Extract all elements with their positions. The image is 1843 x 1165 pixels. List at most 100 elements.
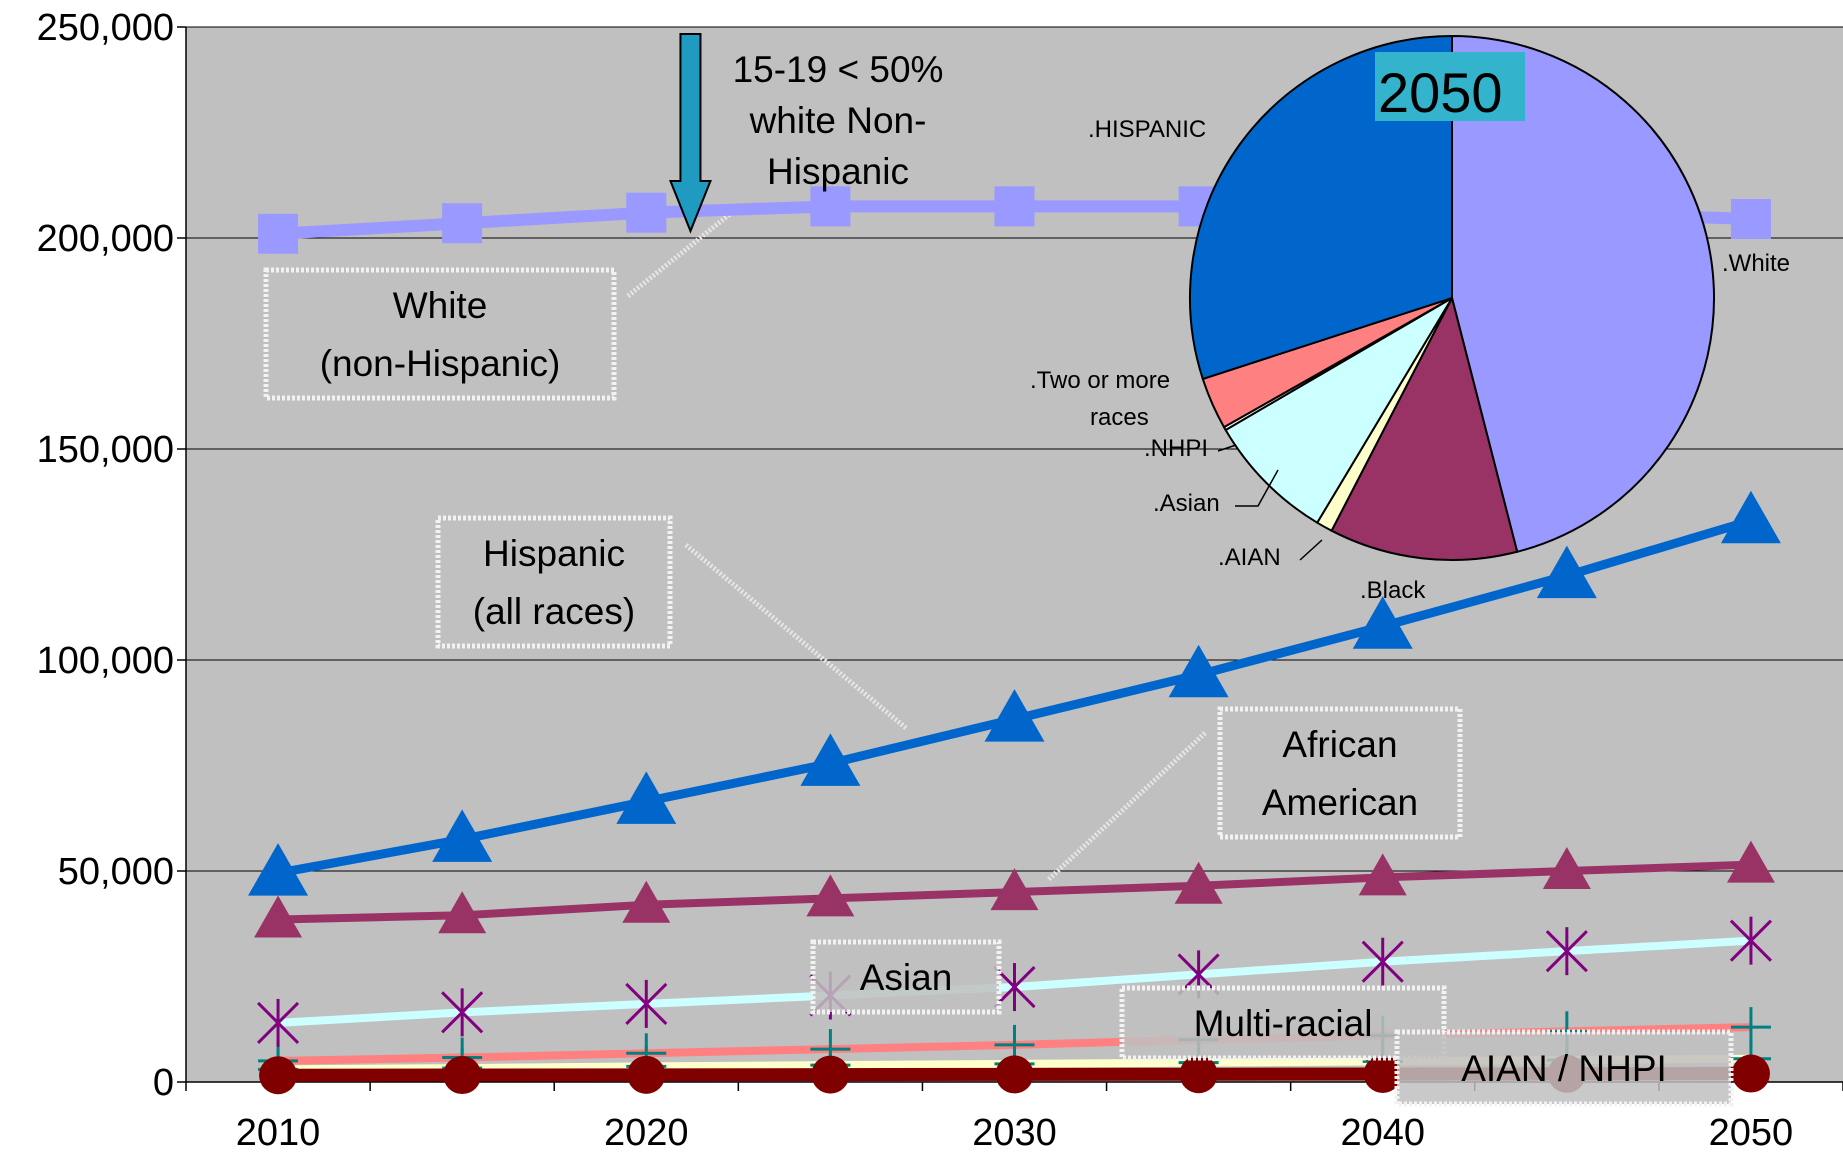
data-point [1352,596,1413,649]
label-box-border [810,939,1002,1015]
pie-label: .White [1722,250,1790,277]
data-point [441,988,484,1037]
data-point [616,771,677,824]
series-label-box: White (non-Hispanic) [263,267,617,401]
axes: 0 50,000 100,000 150,000 200,000 250,000 2010 2… [37,7,1843,1154]
series-label-box: AIAN / NHPI [1394,1029,1734,1107]
series-label-boxes: White (non-Hispanic) Hispanic (all races) Af… [263,267,1734,1107]
data-point [256,998,300,1047]
data-point [810,186,851,227]
series-label-text: Hispanic [483,533,625,574]
pie-title: 2050 [1378,61,1503,124]
y-tick-label: 150,000 [37,429,174,471]
series-label-box: Multi-racial [1119,985,1447,1061]
pie-label: .AIAN [1218,544,1281,571]
pie-label: races [1090,404,1149,431]
pie-label: .NHPI [1144,435,1208,462]
data-point [1729,916,1773,965]
arrow-icon [668,33,712,234]
series-label-text: Asian [860,957,953,998]
data-point [995,1055,1034,1094]
series-label-box: Asian [810,939,1002,1015]
data-point [1726,840,1775,883]
data-point [627,1055,666,1094]
data-point [1174,861,1223,904]
series-label-text: White [393,285,488,326]
data-point [1730,1007,1771,1048]
pie-leader-line [1299,539,1323,561]
data-point [1542,847,1591,889]
data-point [1545,927,1588,976]
pie-label: .Two or more [1030,367,1170,394]
y-tick-label: 250,000 [37,7,174,49]
pie-slice [1451,34,1716,553]
data-point [626,192,667,233]
data-point [994,186,1035,227]
series-label-text: (all races) [473,591,635,632]
pie-label: .Asian [1153,490,1220,517]
annotation-text: 15-19 < 50% [733,49,944,90]
data-point [800,733,861,786]
x-tick-label: 2030 [972,1112,1057,1154]
label-leader-lines [626,212,1207,882]
data-point [1168,644,1229,698]
pie-leader-line [1217,444,1237,452]
x-tick-label: 2040 [1340,1112,1425,1154]
annotation-text: Hispanic [767,151,909,192]
data-point [622,880,671,923]
y-tick-label: 0 [153,1062,174,1104]
data-point [990,868,1039,911]
series-label-text: AIAN / NHPI [1461,1048,1667,1089]
data-point [1730,199,1771,240]
data-point [984,689,1045,742]
pie-slice [1189,34,1453,381]
pie-leader-line [1235,469,1279,507]
y-tick-label: 50,000 [58,851,174,893]
x-tick-label: 2050 [1709,1112,1794,1154]
x-tick-label: 2010 [236,1112,321,1154]
pie-title-background [1375,52,1525,121]
data-point [258,213,299,254]
data-point [1358,853,1407,896]
series-label-text: (non-Hispanic) [320,343,561,384]
data-point [1363,1054,1402,1093]
data-point [438,891,487,934]
data-point [1361,937,1404,986]
label-box-border [1394,1029,1734,1107]
pie-inset: .White .Black .AIAN .Asian .NHPI .Two or more… [1030,34,1790,604]
data-point [254,895,303,938]
data-point [811,1055,850,1094]
label-box-border [435,515,673,649]
label-box-border [1217,706,1463,840]
data-point [1731,1054,1770,1093]
pie-label: .HISPANIC [1088,116,1206,143]
data-point [625,979,668,1028]
label-box-border [263,267,617,401]
data-point [806,874,855,917]
data-point [1720,490,1781,544]
data-point [1536,545,1597,599]
series-label-box: African American [1217,706,1463,840]
data-point [442,203,483,244]
pie-slice [1224,297,1453,525]
series-layer [248,186,1781,1095]
pie-slice [1330,295,1519,561]
x-tick-label: 2020 [604,1112,689,1154]
series-label-text: American [1262,782,1418,823]
series-label-text: African [1282,724,1397,765]
series-label-box: Hispanic (all races) [435,515,673,649]
data-point [443,1056,482,1095]
annotation: 15-19 < 50% white Non- Hispanic [668,33,944,234]
series-label-text: Multi-racial [1194,1003,1373,1044]
y-tick-label: 200,000 [37,218,174,260]
annotation-text: white Non- [749,100,927,141]
data-point [1179,1055,1218,1094]
leader-line-white [626,212,732,298]
data-point [432,809,493,862]
data-point [259,1056,298,1095]
data-point [248,843,309,896]
pie-label: .Black [1360,577,1426,604]
y-tick-label: 100,000 [37,640,174,682]
label-box-border [1119,985,1447,1061]
